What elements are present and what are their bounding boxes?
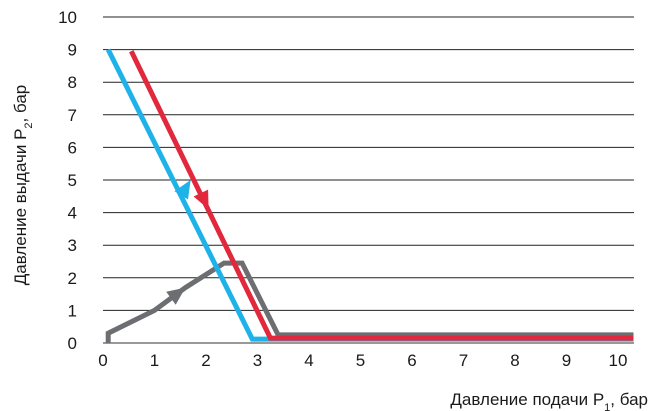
x-tick-label-0: 0 [98,351,107,370]
y-axis-title: Давление выдачи P2, бар [11,85,35,286]
y-tick-label-2: 2 [68,269,77,288]
series-1-arrowhead-1 [166,287,186,305]
y-tick-label-5: 5 [68,171,77,190]
series-line-1 [105,260,634,343]
tick-labels: 0 1 2 3 4 5 6 7 8 9 10 0 1 2 3 4 5 6 7 8 9 10 [58,8,627,370]
y-tick-label-6: 6 [68,138,77,157]
y-tick-label-0: 0 [68,334,77,353]
x-tick-label-6: 6 [407,351,416,370]
y-tick-label-7: 7 [68,106,77,125]
series-lines [105,48,634,343]
x-tick-label-10: 10 [609,351,628,370]
grid-lines [103,16,634,344]
y-tick-label-4: 4 [68,204,77,223]
y-tick-label-10: 10 [58,8,77,27]
x-tick-label-7: 7 [459,351,468,370]
x-tick-label-4: 4 [304,351,313,370]
x-tick-label-5: 5 [356,351,365,370]
x-tick-label-2: 2 [201,351,210,370]
series-line-3 [129,50,634,341]
x-axis-title: Давление подачи P1, бар [450,390,648,411]
y-tick-label-9: 9 [68,41,77,60]
x-tick-label-1: 1 [150,351,159,370]
y-tick-label-3: 3 [68,236,77,255]
y-tick-label-8: 8 [68,73,77,92]
x-tick-label-8: 8 [510,351,519,370]
series-2-arrowhead-1 [174,180,191,200]
x-tick-label-3: 3 [253,351,262,370]
y-tick-label-1: 1 [68,301,77,320]
x-tick-label-9: 9 [562,351,571,370]
series-3-arrowhead-1 [193,189,209,210]
